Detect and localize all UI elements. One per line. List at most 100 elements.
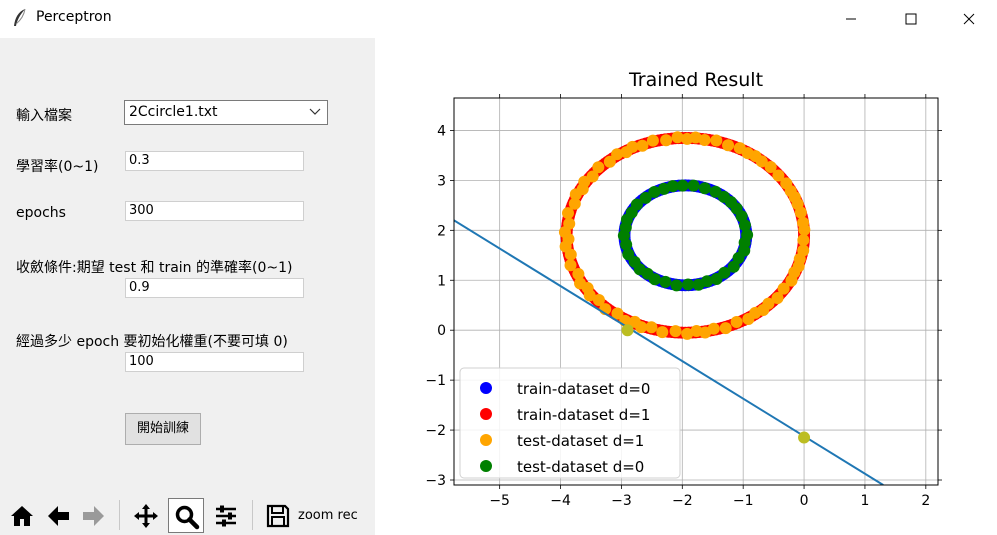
legend-marker	[480, 434, 492, 446]
epochs-label: epochs	[16, 205, 66, 221]
data-point	[798, 223, 811, 236]
data-point	[707, 322, 720, 335]
back-button[interactable]	[40, 498, 76, 533]
data-point	[772, 169, 785, 182]
y-tick-label: 0	[437, 323, 446, 339]
close-button[interactable]	[946, 0, 992, 38]
data-point	[671, 131, 684, 144]
x-tick-label: −4	[550, 493, 571, 509]
x-tick-label: −2	[672, 493, 693, 509]
home-button[interactable]	[4, 498, 40, 533]
data-point	[564, 259, 577, 272]
data-point	[592, 161, 605, 174]
forward-arrow-icon	[83, 506, 104, 526]
reinit-label: 經過多少 epoch 要初始化權重(不要可填 0)	[16, 334, 288, 350]
data-point	[719, 322, 732, 335]
data-point	[645, 321, 658, 334]
maximize-icon	[905, 13, 917, 25]
legend-marker	[480, 408, 492, 420]
data-point	[592, 293, 605, 306]
y-tick-label: 1	[437, 273, 446, 289]
file-label: 輸入檔案	[16, 108, 72, 124]
x-tick-label: 1	[860, 493, 869, 509]
data-point	[620, 238, 633, 251]
convergence-input[interactable]: 0.9	[125, 278, 304, 298]
x-tick-label: −5	[489, 493, 510, 509]
x-tick-label: 2	[921, 493, 930, 509]
decision-boundary-line	[454, 219, 884, 485]
data-point	[701, 275, 714, 288]
legend-entry: test-dataset d=0	[517, 458, 644, 476]
maximize-button[interactable]	[888, 0, 934, 38]
data-point	[681, 132, 694, 145]
save-button[interactable]	[260, 498, 296, 533]
save-icon	[266, 504, 290, 528]
data-point	[698, 134, 711, 147]
y-tick-label: 4	[437, 123, 446, 139]
reinit-input[interactable]: 100	[125, 352, 304, 372]
pan-button[interactable]	[128, 498, 164, 533]
data-point	[670, 279, 683, 292]
x-tick-label: −1	[733, 493, 754, 509]
configure-button[interactable]	[208, 498, 244, 533]
legend-entry: train-dataset d=1	[517, 406, 650, 424]
y-tick-label: 3	[437, 173, 446, 189]
data-point	[562, 207, 575, 220]
data-point	[698, 182, 711, 195]
epochs-input[interactable]: 300	[125, 201, 304, 221]
legend-marker	[480, 382, 492, 394]
file-select[interactable]: 2Ccircle1.txt	[124, 100, 328, 125]
data-point	[659, 275, 672, 288]
y-tick-label: −2	[425, 423, 446, 439]
configure-icon	[216, 505, 236, 527]
data-point	[648, 185, 661, 198]
data-point	[639, 191, 652, 204]
data-point	[583, 289, 596, 302]
data-point	[762, 297, 775, 310]
x-tick-label: 0	[800, 493, 809, 509]
intercept-point	[798, 431, 811, 444]
plot-toolbar: zoom rec	[0, 496, 375, 535]
plot-area	[454, 131, 884, 485]
data-point	[603, 155, 616, 168]
learning-rate-input[interactable]: 0.3	[125, 151, 304, 171]
data-point	[687, 179, 700, 192]
toolbar-separator	[252, 500, 253, 530]
data-point	[771, 292, 784, 305]
data-point	[730, 315, 743, 328]
data-point	[564, 248, 577, 261]
data-point	[733, 142, 746, 155]
data-point	[646, 134, 659, 147]
data-point	[636, 139, 649, 152]
intercept-point	[621, 324, 634, 337]
data-point	[741, 228, 754, 241]
data-point	[648, 273, 661, 286]
data-point	[568, 197, 581, 210]
zoom-icon	[175, 505, 200, 530]
learning-rate-label: 學習率(0~1)	[16, 159, 99, 175]
convergence-label: 收斂條件:期望 test 和 train 的準確率(0~1)	[16, 260, 293, 276]
data-point	[635, 321, 648, 334]
data-point	[657, 182, 670, 195]
data-point	[780, 177, 793, 190]
minimize-icon	[846, 18, 856, 20]
feather-icon	[14, 8, 26, 26]
data-point	[611, 307, 624, 320]
data-point	[611, 148, 624, 161]
legend: train-dataset d=0 train-dataset d=1 test-d…	[459, 367, 681, 479]
toolbar-separator	[119, 500, 120, 530]
data-point	[617, 229, 630, 242]
chart-title: Trained Result	[628, 69, 763, 91]
data-point	[722, 139, 735, 152]
data-point	[669, 325, 682, 338]
pan-icon	[134, 504, 158, 528]
grid-lines	[454, 98, 938, 485]
y-tick-label: −1	[425, 373, 446, 389]
trained-result-chart[interactable]: Trained Result −5 −4 −3 −2 −1 0 1 2 −3 −2 −1 0 1 2 3 4 tr…	[375, 38, 997, 535]
forward-button[interactable]	[76, 498, 112, 533]
data-point	[569, 188, 582, 201]
data-point	[727, 260, 740, 273]
minimize-button[interactable]	[828, 0, 874, 38]
zoom-button[interactable]	[168, 498, 204, 533]
start-training-button[interactable]: 開始訓練	[125, 413, 201, 445]
